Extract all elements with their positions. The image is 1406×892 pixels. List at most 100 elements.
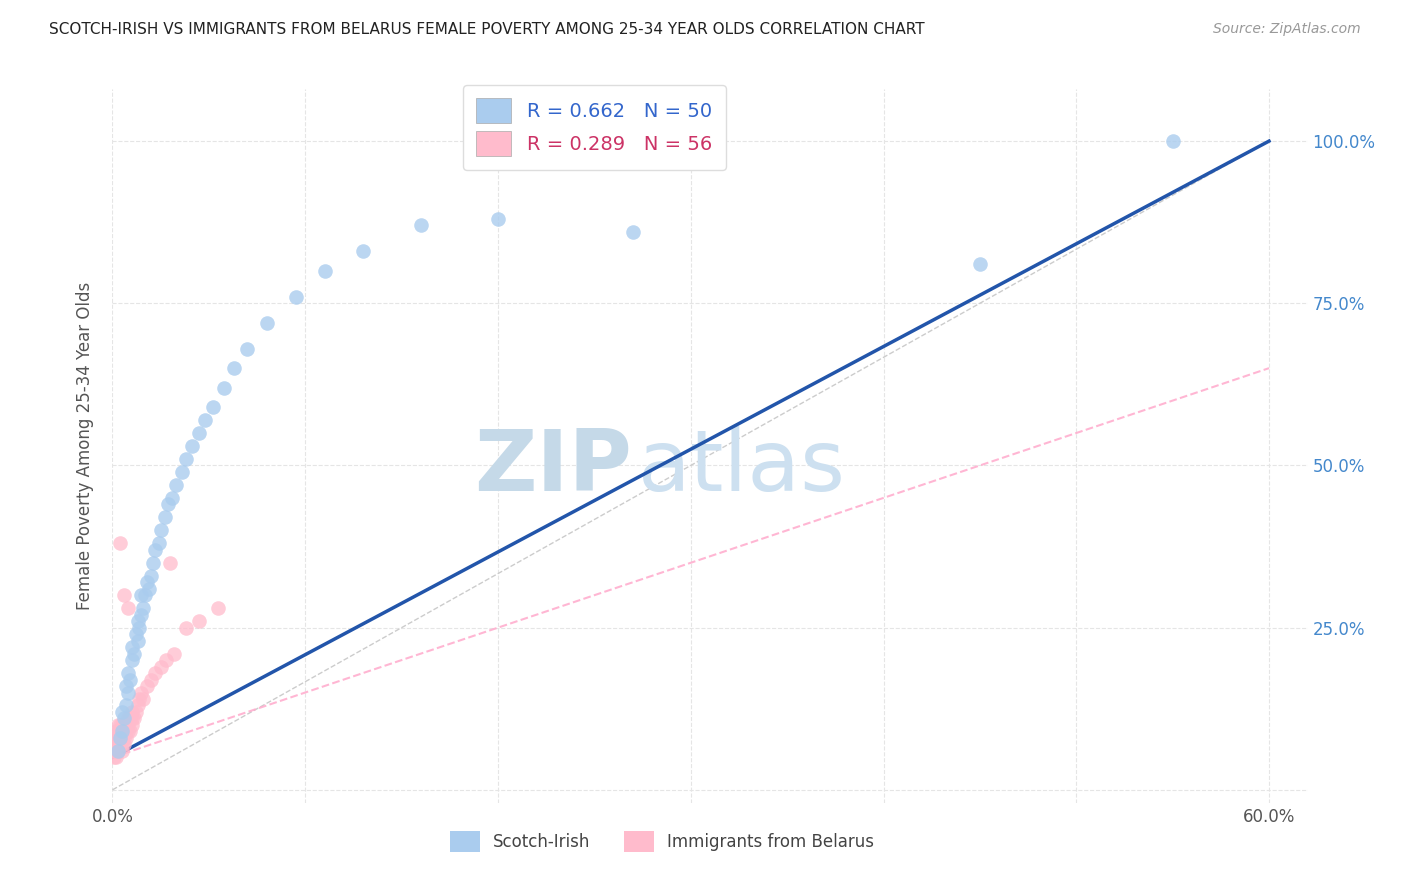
- Point: [108, 738, 131, 752]
- Point: [139, 673, 162, 687]
- Point: [111, 724, 134, 739]
- Point: [115, 698, 138, 713]
- Point: [112, 711, 135, 725]
- Point: [124, 627, 146, 641]
- Point: [188, 614, 211, 628]
- Point: [107, 744, 129, 758]
- Point: [121, 711, 143, 725]
- Point: [139, 568, 162, 582]
- Point: [174, 621, 197, 635]
- Point: [131, 685, 153, 699]
- Point: [122, 711, 145, 725]
- Point: [159, 556, 181, 570]
- Point: [132, 601, 155, 615]
- Text: Source: ZipAtlas.com: Source: ZipAtlas.com: [1213, 22, 1361, 37]
- Point: [157, 497, 180, 511]
- Point: [112, 724, 135, 739]
- Point: [112, 731, 135, 745]
- Point: [115, 718, 138, 732]
- Point: [131, 607, 153, 622]
- Point: [111, 705, 134, 719]
- Point: [108, 731, 131, 745]
- Point: [143, 666, 166, 681]
- Point: [124, 705, 146, 719]
- Point: [149, 659, 172, 673]
- Point: [127, 698, 149, 713]
- Point: [284, 290, 307, 304]
- Point: [136, 679, 159, 693]
- Point: [117, 718, 139, 732]
- Point: [112, 588, 135, 602]
- Point: [127, 614, 149, 628]
- Point: [214, 381, 236, 395]
- Point: [153, 510, 176, 524]
- Point: [148, 536, 170, 550]
- Point: [118, 673, 141, 687]
- Point: [118, 724, 141, 739]
- Point: [117, 666, 139, 681]
- Point: [117, 724, 139, 739]
- Point: [134, 588, 156, 602]
- Point: [107, 731, 129, 745]
- Point: [118, 711, 141, 725]
- Point: [108, 731, 131, 745]
- Point: [108, 536, 131, 550]
- Point: [138, 582, 160, 596]
- Point: [180, 439, 202, 453]
- Point: [131, 588, 153, 602]
- Point: [155, 653, 177, 667]
- Point: [115, 724, 138, 739]
- Point: [194, 413, 217, 427]
- Point: [103, 744, 125, 758]
- Point: [111, 738, 134, 752]
- Point: [111, 718, 134, 732]
- Point: [122, 647, 145, 661]
- Point: [111, 724, 134, 739]
- Point: [117, 601, 139, 615]
- Point: [222, 361, 245, 376]
- Point: [121, 640, 143, 654]
- Point: [170, 465, 193, 479]
- Point: [352, 244, 374, 259]
- Text: ZIP: ZIP: [475, 425, 633, 509]
- Point: [174, 452, 197, 467]
- Legend: Scotch-Irish, Immigrants from Belarus: Scotch-Irish, Immigrants from Belarus: [443, 824, 882, 859]
- Point: [117, 685, 139, 699]
- Point: [207, 601, 229, 615]
- Point: [112, 738, 135, 752]
- Point: [108, 724, 131, 739]
- Point: [188, 425, 211, 440]
- Point: [107, 744, 129, 758]
- Point: [128, 621, 150, 635]
- Point: [201, 400, 224, 414]
- Point: [115, 679, 138, 693]
- Point: [105, 750, 128, 764]
- Y-axis label: Female Poverty Among 25-34 Year Olds: Female Poverty Among 25-34 Year Olds: [76, 282, 94, 610]
- Point: [142, 556, 165, 570]
- Point: [108, 718, 131, 732]
- Point: [107, 738, 129, 752]
- Point: [103, 738, 125, 752]
- Point: [621, 225, 644, 239]
- Point: [111, 731, 134, 745]
- Point: [314, 264, 336, 278]
- Point: [136, 575, 159, 590]
- Point: [111, 744, 134, 758]
- Point: [121, 653, 143, 667]
- Point: [143, 542, 166, 557]
- Point: [112, 718, 135, 732]
- Point: [117, 711, 139, 725]
- Point: [165, 478, 187, 492]
- Point: [132, 692, 155, 706]
- Text: SCOTCH-IRISH VS IMMIGRANTS FROM BELARUS FEMALE POVERTY AMONG 25-34 YEAR OLDS COR: SCOTCH-IRISH VS IMMIGRANTS FROM BELARUS …: [49, 22, 925, 37]
- Point: [107, 718, 129, 732]
- Point: [121, 718, 143, 732]
- Point: [1161, 134, 1184, 148]
- Point: [105, 731, 128, 745]
- Point: [103, 750, 125, 764]
- Point: [105, 738, 128, 752]
- Point: [127, 633, 149, 648]
- Point: [162, 491, 183, 505]
- Text: atlas: atlas: [638, 425, 846, 509]
- Point: [409, 219, 432, 233]
